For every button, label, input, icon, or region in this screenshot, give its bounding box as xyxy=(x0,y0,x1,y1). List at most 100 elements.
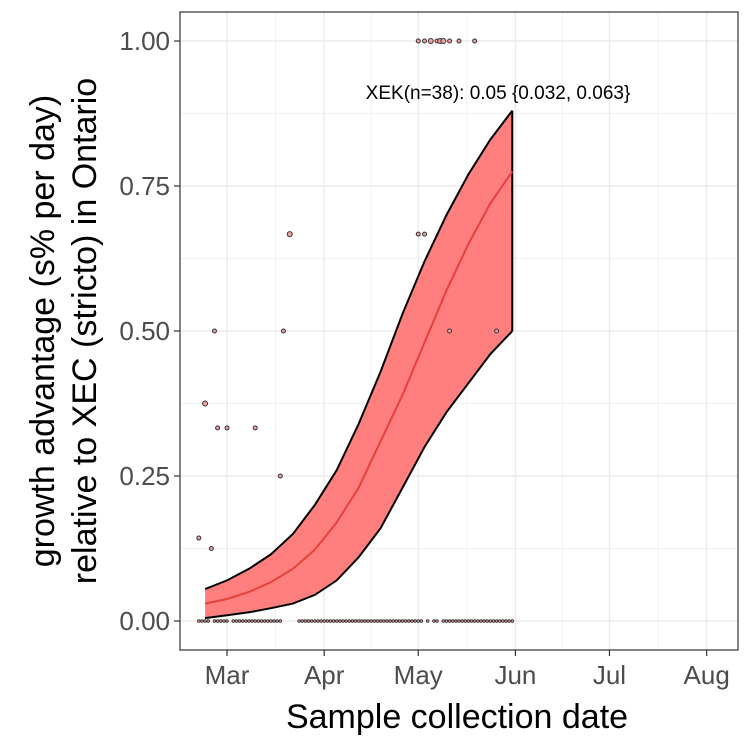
data-point xyxy=(472,38,478,44)
zero-point xyxy=(463,619,468,623)
zero-point xyxy=(510,619,515,623)
zero-point xyxy=(222,619,226,623)
confidence-ribbon xyxy=(205,110,513,619)
x-tick-label: May xyxy=(394,660,443,690)
data-point xyxy=(196,535,202,541)
zero-point xyxy=(472,619,477,623)
ribbon-lower-edge xyxy=(204,330,514,620)
zero-point xyxy=(237,619,242,623)
x-tick-label: Aug xyxy=(684,660,730,690)
ribbon-upper-edge xyxy=(204,109,514,591)
data-point xyxy=(211,328,217,334)
zero-point xyxy=(385,619,389,623)
zero-point xyxy=(360,619,364,623)
zero-point xyxy=(200,619,204,623)
zero-point xyxy=(419,619,424,623)
data-point xyxy=(224,425,230,431)
fit-line xyxy=(204,170,514,605)
data-point xyxy=(427,38,434,44)
zero-point xyxy=(450,619,455,623)
zero-point xyxy=(262,619,267,623)
zero-point xyxy=(416,619,420,623)
zero-point xyxy=(432,619,436,623)
x-tick-label: Mar xyxy=(205,660,250,690)
zero-point xyxy=(460,619,464,623)
zero-point xyxy=(325,619,330,623)
zero-point xyxy=(203,619,207,623)
y-tick-label: 1.00 xyxy=(119,26,170,56)
x-tick-label: Apr xyxy=(304,660,345,690)
zero-point xyxy=(363,619,367,623)
data-points-layer xyxy=(196,38,515,623)
zero-point xyxy=(250,619,254,623)
zero-point xyxy=(407,619,411,623)
zero-point xyxy=(334,619,339,623)
zero-point xyxy=(347,619,352,623)
zero-point xyxy=(219,619,223,623)
zero-point xyxy=(454,619,458,623)
zero-point xyxy=(247,619,251,623)
data-point xyxy=(202,400,209,407)
data-point xyxy=(252,425,258,431)
zero-point xyxy=(322,619,326,623)
zero-point xyxy=(494,619,499,623)
zero-point xyxy=(275,619,279,623)
zero-point xyxy=(382,619,386,623)
zero-point xyxy=(372,619,377,623)
zero-point xyxy=(469,619,474,623)
zero-point xyxy=(234,619,239,623)
zero-point xyxy=(410,619,414,623)
zero-point xyxy=(366,619,370,623)
data-point xyxy=(280,328,286,334)
y-tick-label: 0.25 xyxy=(119,461,170,491)
zero-point xyxy=(303,619,308,623)
zero-point xyxy=(244,619,248,623)
zero-point xyxy=(269,619,273,623)
zero-point xyxy=(488,619,493,623)
zero-point xyxy=(316,619,320,623)
zero-point xyxy=(231,619,236,623)
y-axis-title-line-1: growth advantage (s% per day) xyxy=(24,95,62,567)
zero-point xyxy=(197,619,201,623)
y-tick-label: 0.50 xyxy=(119,316,170,346)
zero-point xyxy=(259,619,264,623)
zero-point xyxy=(485,619,489,623)
zero-point xyxy=(482,619,486,623)
x-axis-title: Sample collection date xyxy=(286,698,628,736)
zero-point xyxy=(375,619,380,623)
zero-point xyxy=(504,619,508,623)
zero-point xyxy=(225,619,229,623)
zero-point xyxy=(341,619,345,623)
zero-point xyxy=(331,619,336,623)
zero-point xyxy=(501,619,505,623)
zero-point xyxy=(388,619,392,623)
data-point xyxy=(208,546,214,551)
zero-point xyxy=(466,619,471,623)
zero-point xyxy=(425,619,430,623)
zero-point xyxy=(256,619,261,623)
zero-point xyxy=(344,619,348,623)
y-tick-label: 0.00 xyxy=(119,606,170,636)
zero-point xyxy=(447,619,452,623)
zero-point xyxy=(400,619,405,623)
data-point xyxy=(447,328,453,334)
data-point xyxy=(415,231,421,237)
zero-point xyxy=(356,619,361,623)
zero-point xyxy=(266,619,270,623)
data-point xyxy=(415,38,421,44)
data-point xyxy=(277,473,283,479)
zero-point xyxy=(306,619,311,623)
zero-point xyxy=(300,619,305,623)
zero-point xyxy=(319,619,323,623)
zero-point xyxy=(353,619,358,623)
zero-point xyxy=(206,619,210,623)
data-point xyxy=(215,425,221,431)
zero-point xyxy=(457,619,461,623)
zero-point xyxy=(309,619,314,623)
zero-point xyxy=(394,619,399,623)
zero-point xyxy=(391,619,395,623)
zero-point xyxy=(215,619,220,623)
zero-point xyxy=(278,619,283,623)
axis-ticks: 0.00 0.25 0.50 0.75 1.00 Mar Apr May Jun Jul Aug xyxy=(119,26,729,690)
